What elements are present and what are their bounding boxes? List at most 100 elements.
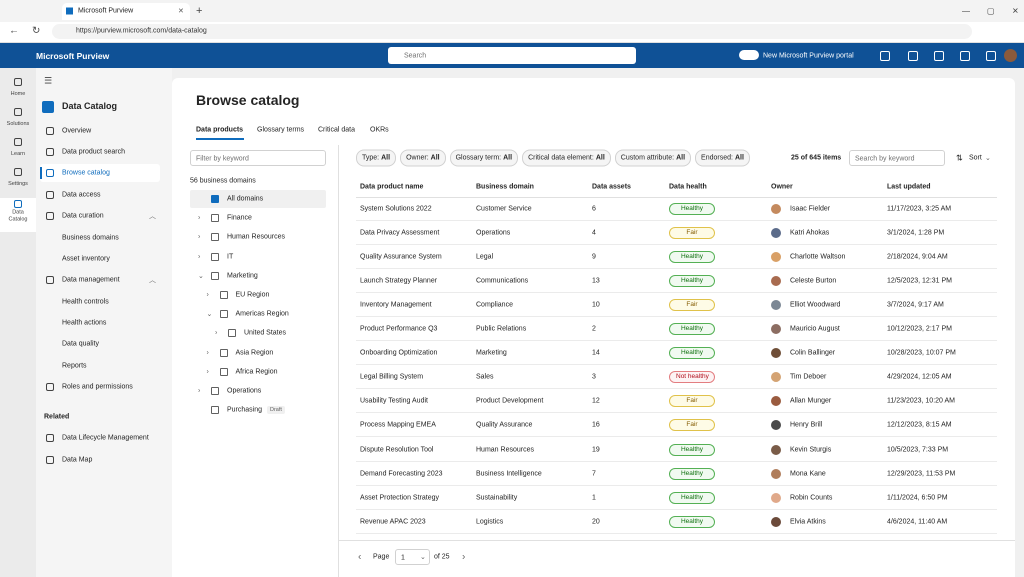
table-row[interactable] — [356, 510, 997, 534]
nav-related-item[interactable]: Data Map — [62, 456, 93, 464]
url-box[interactable] — [52, 24, 972, 39]
tab[interactable]: Critical data — [318, 126, 355, 134]
table-row[interactable] — [356, 389, 997, 414]
nav-item[interactable]: Asset inventory — [62, 255, 110, 263]
prev-page[interactable]: ‹ — [358, 551, 362, 563]
column-header[interactable]: Owner — [771, 183, 793, 191]
new-tab[interactable]: + — [196, 5, 203, 17]
search-box[interactable]: Search — [388, 47, 636, 64]
toggle[interactable] — [739, 50, 759, 60]
header-icon[interactable] — [960, 51, 970, 61]
tree-item[interactable]: IT — [227, 253, 234, 261]
tree-checkbox[interactable] — [211, 214, 219, 223]
tree-checkbox[interactable] — [219, 291, 228, 299]
tree-item[interactable]: All domains — [227, 195, 264, 203]
tree-checkbox[interactable] — [211, 406, 219, 415]
tab[interactable]: Glossary terms — [257, 126, 305, 134]
rail-icon[interactable] — [14, 168, 22, 176]
nav-item[interactable]: Data access — [62, 191, 101, 199]
sort[interactable]: Sort — [969, 154, 982, 162]
tree-chevron[interactable]: › — [198, 233, 201, 241]
table-row[interactable] — [356, 365, 997, 390]
rail-icon[interactable] — [14, 108, 22, 116]
tree-item[interactable]: Marketing — [227, 272, 258, 280]
rail-icon[interactable] — [14, 200, 22, 208]
table-row[interactable] — [356, 221, 997, 246]
filter-chip[interactable]: Custom attribute: All — [614, 149, 692, 167]
tree-checkbox[interactable] — [211, 252, 219, 261]
header-icon[interactable] — [908, 51, 918, 61]
nav-item[interactable]: Health controls — [62, 298, 109, 306]
table-row[interactable] — [356, 341, 997, 366]
filter-input[interactable]: Filter by keyword — [190, 150, 326, 166]
tree-checkbox[interactable] — [211, 233, 219, 242]
tree-item[interactable]: Asia Region — [235, 349, 274, 357]
tab[interactable]: OKRs — [370, 126, 389, 134]
rail-label[interactable]: Learn — [10, 150, 26, 157]
back[interactable]: ← — [9, 25, 19, 37]
nav-item[interactable]: Business domains — [62, 234, 119, 242]
column-header[interactable]: Data health — [669, 183, 707, 191]
filter-chip[interactable]: Endorsed: All — [695, 149, 750, 167]
tree-checkbox[interactable] — [219, 310, 228, 319]
table-row[interactable] — [356, 413, 997, 438]
nav-item[interactable]: Health actions — [62, 319, 107, 327]
filter-chip[interactable]: Owner: All — [400, 149, 446, 167]
tree-chevron[interactable]: ⌄ — [206, 311, 213, 319]
tree-item[interactable]: Africa Region — [235, 368, 278, 376]
table-row[interactable] — [356, 317, 997, 342]
tab[interactable]: Data products — [196, 126, 244, 134]
nav-item[interactable]: Data product search — [62, 148, 126, 156]
page-select[interactable]: 1 ⌄ — [395, 549, 430, 565]
column-header[interactable]: Business domain — [476, 183, 534, 191]
browser-tab[interactable] — [62, 3, 190, 20]
tree-checkbox[interactable] — [219, 348, 228, 357]
maximize[interactable]: ▢ — [987, 6, 995, 16]
tree-item[interactable]: Human Resources — [227, 233, 285, 241]
nav-item[interactable]: Reports — [62, 362, 87, 370]
refresh[interactable]: ↻ — [32, 25, 41, 37]
next-page[interactable]: › — [462, 551, 466, 563]
table-search[interactable]: Search by keyword — [849, 150, 945, 166]
rail-label[interactable]: Data Catalog — [8, 209, 28, 223]
tree-item[interactable]: Operations — [227, 387, 262, 395]
nav-related-item[interactable]: Data Lifecycle Management — [62, 434, 149, 442]
hamburger[interactable]: ☰ — [44, 75, 53, 86]
column-header[interactable]: Last updated — [887, 183, 931, 191]
tree-item[interactable]: Finance — [227, 214, 252, 222]
rail-icon[interactable] — [14, 78, 22, 86]
tree-checkbox[interactable] — [219, 367, 228, 376]
tree-item[interactable]: Purchasing — [227, 406, 263, 414]
tree-chevron[interactable]: › — [198, 387, 201, 395]
table-row[interactable] — [356, 486, 997, 510]
table-row[interactable] — [356, 269, 997, 294]
table-row[interactable] — [356, 438, 997, 462]
header-icon[interactable] — [880, 51, 890, 61]
nav-chevron[interactable]: ︿ — [149, 213, 156, 220]
header-icon[interactable] — [986, 51, 996, 61]
tree-chevron[interactable]: ⌄ — [198, 272, 204, 280]
url[interactable]: https://purview.microsoft.com/data-catal… — [76, 27, 207, 35]
sort-icon[interactable]: ⇅ — [956, 153, 963, 163]
tree-checkbox[interactable] — [211, 195, 219, 203]
column-header[interactable]: Data product name — [360, 183, 424, 191]
nav-item[interactable]: Data management — [62, 276, 120, 284]
tree-chevron[interactable]: › — [206, 349, 209, 357]
nav-chevron[interactable]: ︿ — [149, 277, 156, 284]
rail-label[interactable]: Settings — [8, 180, 28, 187]
nav-item[interactable]: Data quality — [62, 340, 99, 348]
tree-checkbox[interactable] — [211, 271, 219, 280]
filter-chip[interactable]: Critical data element: All — [522, 149, 611, 167]
tree-checkbox[interactable] — [211, 387, 219, 395]
table-row[interactable] — [356, 245, 997, 270]
nav-item[interactable]: Browse catalog — [62, 169, 110, 177]
table-row[interactable] — [356, 293, 997, 318]
tree-chevron[interactable]: › — [215, 329, 218, 337]
tab-close[interactable]: ✕ — [178, 8, 184, 15]
column-header[interactable]: Data assets — [592, 183, 631, 191]
nav-item[interactable]: Data curation — [62, 212, 104, 220]
rail-label[interactable]: Solutions — [6, 120, 30, 127]
header-icon[interactable] — [934, 51, 944, 61]
tree-checkbox[interactable] — [228, 329, 236, 338]
nav-item[interactable]: Roles and permissions — [62, 383, 133, 391]
